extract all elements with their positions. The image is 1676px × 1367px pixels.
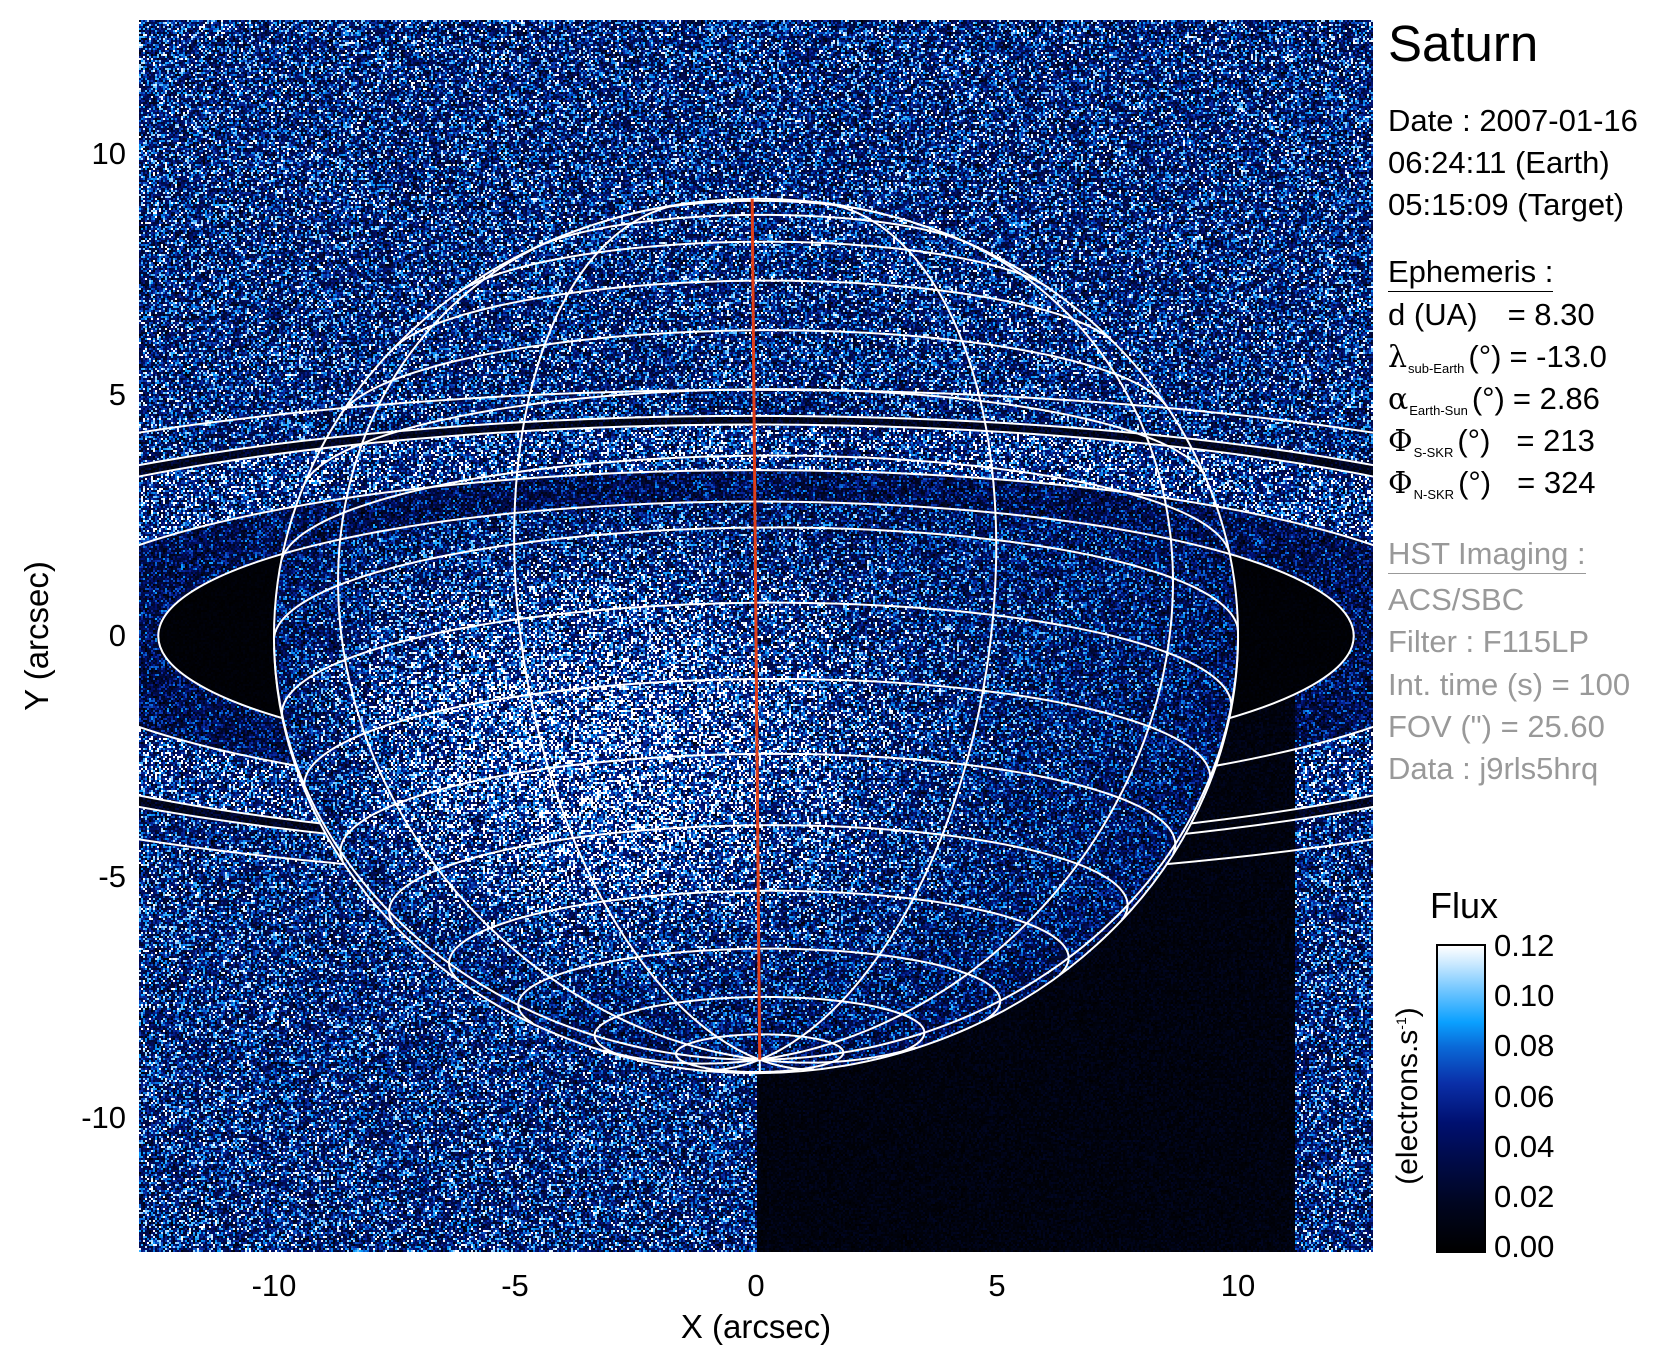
latitude-line	[517, 947, 1002, 1025]
ephemeris-unit: (UA)	[1413, 297, 1478, 332]
colorbar-tick-label: 0.04	[1494, 1128, 1555, 1164]
longitude-line	[513, 201, 761, 1061]
ephemeris-value: = 2.86	[1512, 381, 1600, 416]
ephemeris-subscript: N-SKR	[1413, 487, 1455, 502]
imaging-filter: Filter : F115LP	[1388, 624, 1590, 659]
earth-time-line: 06:24:11 (Earth)	[1388, 145, 1610, 180]
latitude-line	[273, 526, 1239, 637]
colorbar-unit-label: (electrons.s-1)	[1391, 1007, 1424, 1185]
central-meridian-line	[750, 198, 762, 1060]
ephemeris-row: αEarth-Sun (°) = 2.86	[1388, 381, 1600, 418]
ephemeris-unit: (°)	[1471, 381, 1505, 416]
x-tick-label: 5	[988, 1268, 1006, 1303]
latitude-line	[454, 240, 1052, 296]
ephemeris-subscript: sub-Earth	[1408, 361, 1465, 376]
colorbar-tick-label: 0.08	[1494, 1028, 1555, 1064]
longitude-line	[273, 647, 760, 1061]
ephemeris-symbol: d	[1388, 297, 1406, 332]
x-axis-label: X (arcsec)	[680, 1308, 832, 1345]
ephemeris-value: = 213	[1516, 423, 1595, 458]
ephemeris-row: ΦN-SKR (°) = 324	[1388, 465, 1596, 502]
longitude-line	[759, 200, 998, 1061]
longitude-line	[759, 1058, 814, 1071]
colorbar-tick-label: 0.10	[1494, 978, 1555, 1014]
y-tick-label: 10	[91, 136, 126, 171]
colorbar	[1436, 944, 1486, 1253]
planet-grid-overlay	[139, 197, 1373, 1075]
colorbar-tick-label: 0.06	[1494, 1078, 1555, 1114]
longitude-line	[337, 225, 760, 1061]
x-tick-label: -10	[251, 1268, 297, 1303]
y-tick-label: 5	[108, 377, 126, 412]
latitude-line	[339, 329, 1169, 416]
y-tick-label: 0	[108, 618, 126, 653]
imaging-header: HST Imaging :	[1388, 536, 1586, 574]
plot-area	[139, 20, 1373, 1252]
colorbar-tick-label: 0.00	[1494, 1229, 1555, 1264]
colorbar-tick-label: 0.12	[1494, 928, 1555, 963]
ephemeris-symbol: Φ	[1388, 466, 1413, 501]
latitude-line	[391, 279, 1116, 351]
ephemeris-value: = -13.0	[1509, 339, 1607, 374]
longitude-line	[759, 631, 1240, 1061]
y-axis-label: Y (arcsec)	[18, 561, 55, 711]
ephemeris-row: d (UA) = 8.30	[1388, 297, 1595, 333]
ephemeris-row: λsub-Earth (°) = -13.0	[1388, 339, 1607, 376]
imaging-int-time: Int. time (s) = 100	[1388, 667, 1631, 702]
latitude-line	[303, 677, 1212, 793]
latitude-line	[448, 889, 1070, 981]
ring-edge-ellipse	[139, 414, 1373, 858]
imaging-instrument: ACS/SBC	[1388, 582, 1525, 617]
longitude-line	[602, 1049, 760, 1065]
latitude-line	[280, 601, 1233, 718]
latitude-line	[303, 388, 1207, 485]
ephemeris-value: = 8.30	[1507, 297, 1595, 332]
y-tick-label: -10	[81, 1100, 126, 1135]
latitude-line	[280, 454, 1230, 560]
ephemeris-subscript: S-SKR	[1413, 445, 1454, 460]
ephemeris-subscript: Earth-Sun	[1409, 403, 1468, 418]
ephemeris-unit: (°)	[1468, 339, 1502, 374]
target-time-line: 05:15:09 (Target)	[1388, 187, 1625, 222]
lat-lon-grid	[272, 197, 1240, 1075]
longitude-line	[759, 1046, 917, 1064]
ephemeris-row: ΦS-SKR (°) = 213	[1388, 423, 1595, 460]
ephemeris-symbol: α	[1388, 382, 1409, 417]
target-title: Saturn	[1388, 15, 1539, 72]
y-tick-label: -5	[98, 859, 126, 894]
ephemeris-header: Ephemeris :	[1388, 254, 1554, 292]
latitude-line	[339, 752, 1177, 862]
ephemeris-symbol: Φ	[1388, 424, 1413, 459]
latitude-line	[388, 824, 1129, 927]
colorbar-tick-label: 0.02	[1494, 1178, 1555, 1214]
x-tick-label: 0	[747, 1268, 765, 1303]
ephemeris-unit: (°)	[1457, 423, 1491, 458]
ephemeris-symbol: λ	[1388, 340, 1408, 375]
imaging-data-id: Data : j9rls5hrq	[1388, 751, 1599, 786]
x-tick-label: 10	[1220, 1268, 1256, 1303]
colorbar-title: Flux	[1430, 885, 1499, 926]
imaging-fov: FOV (") = 25.60	[1388, 709, 1605, 744]
x-tick-label: -5	[501, 1268, 529, 1303]
ephemeris-value: = 324	[1517, 465, 1596, 500]
date-line: Date : 2007-01-16	[1388, 103, 1638, 138]
ring-edge-ellipse	[139, 423, 1373, 849]
longitude-line	[705, 1058, 761, 1072]
longitude-line	[759, 222, 1175, 1061]
latitude-line	[593, 995, 926, 1057]
ephemeris-unit: (°)	[1458, 465, 1492, 500]
